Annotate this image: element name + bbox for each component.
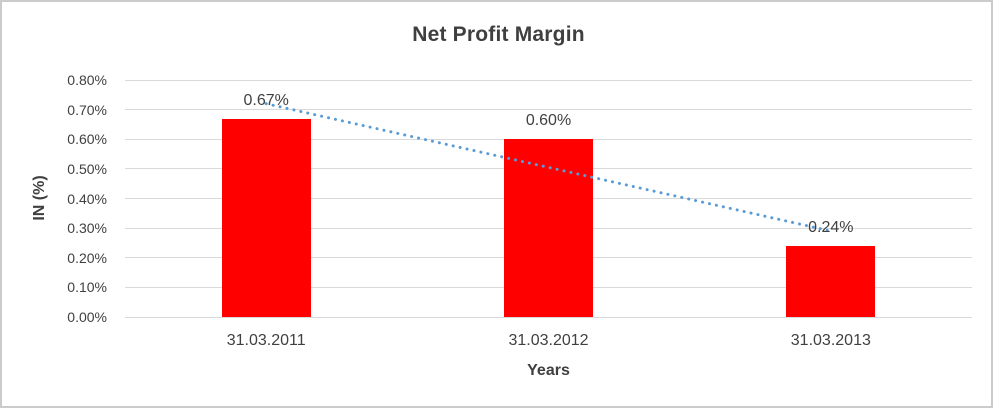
x-tick-label: 31.03.2011 [226,332,306,349]
y-tick-label: 0.80% [67,72,107,88]
y-tick-label: 0.40% [67,190,107,207]
y-tick-label: 0.20% [67,249,107,266]
chart-title: Net Profit Margin [412,23,585,46]
x-tick-label: 31.03.2013 [790,332,871,349]
gridline [125,316,972,318]
bar-data-label: 0.24% [808,218,854,236]
y-tick-label: 0.00% [67,309,107,325]
bar [221,118,311,317]
bar-data-label: 0.67% [243,91,289,109]
x-tick-label: 31.03.2012 [508,332,589,349]
y-tick-label: 0.70% [67,101,107,118]
x-axis-title: Years [527,362,570,379]
bar [504,139,593,317]
y-tick-label: 0.10% [67,279,107,296]
gridline [125,79,972,81]
bar [786,245,876,317]
y-tick-label: 0.50% [67,160,107,177]
bar-data-label: 0.60% [525,112,572,130]
y-tick-label: 0.60% [67,131,107,148]
y-tick-label: 0.30% [67,220,107,237]
